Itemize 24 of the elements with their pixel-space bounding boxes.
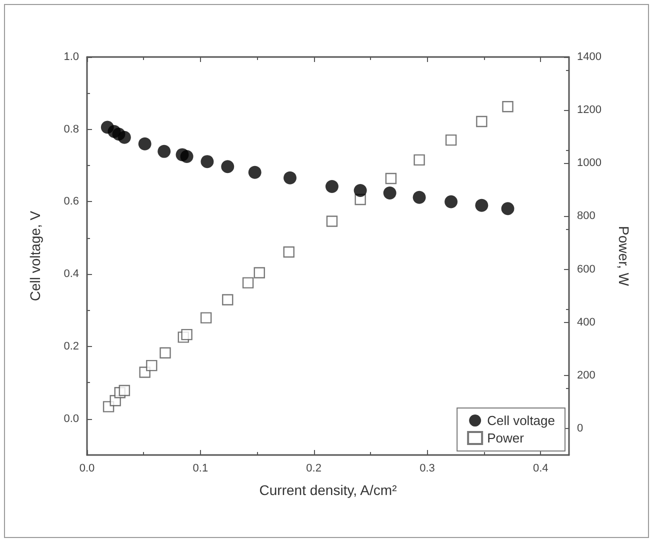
y2-tick-label: 1400 <box>577 51 602 63</box>
y2-tick-label: 1000 <box>577 157 602 170</box>
y-tick-label: 1.0 <box>64 51 79 63</box>
y2-tick-label: 400 <box>577 316 596 328</box>
y2-tick-label: 800 <box>577 210 596 222</box>
legend-label: Power <box>487 430 525 446</box>
y2-tick-label: 1200 <box>577 104 602 116</box>
y-axis-title: Cell voltage, V <box>27 210 43 302</box>
x-tick-label: 0.2 <box>306 462 322 474</box>
y2-tick-label: 0 <box>577 422 584 434</box>
y2-tick-label: 200 <box>577 369 596 382</box>
y2-axis-title: Power, W <box>616 226 632 287</box>
x-tick-label: 0.0 <box>79 462 95 474</box>
y-tick-label: 0.6 <box>64 196 79 208</box>
x-tick-label: 0.3 <box>420 462 435 474</box>
y-tick-label: 0.2 <box>64 340 79 352</box>
y-tick-label: 0.4 <box>64 268 79 280</box>
y-tick-label: 0.0 <box>64 412 79 425</box>
x-axis-title: Current density, A/cm² <box>259 482 398 498</box>
y-tick-label: 0.8 <box>64 123 79 136</box>
x-tick-label: 0.4 <box>533 462 548 474</box>
legend-label: Cell voltage <box>487 413 556 428</box>
x-tick-label: 0.1 <box>192 462 208 474</box>
y2-tick-label: 600 <box>577 263 596 276</box>
